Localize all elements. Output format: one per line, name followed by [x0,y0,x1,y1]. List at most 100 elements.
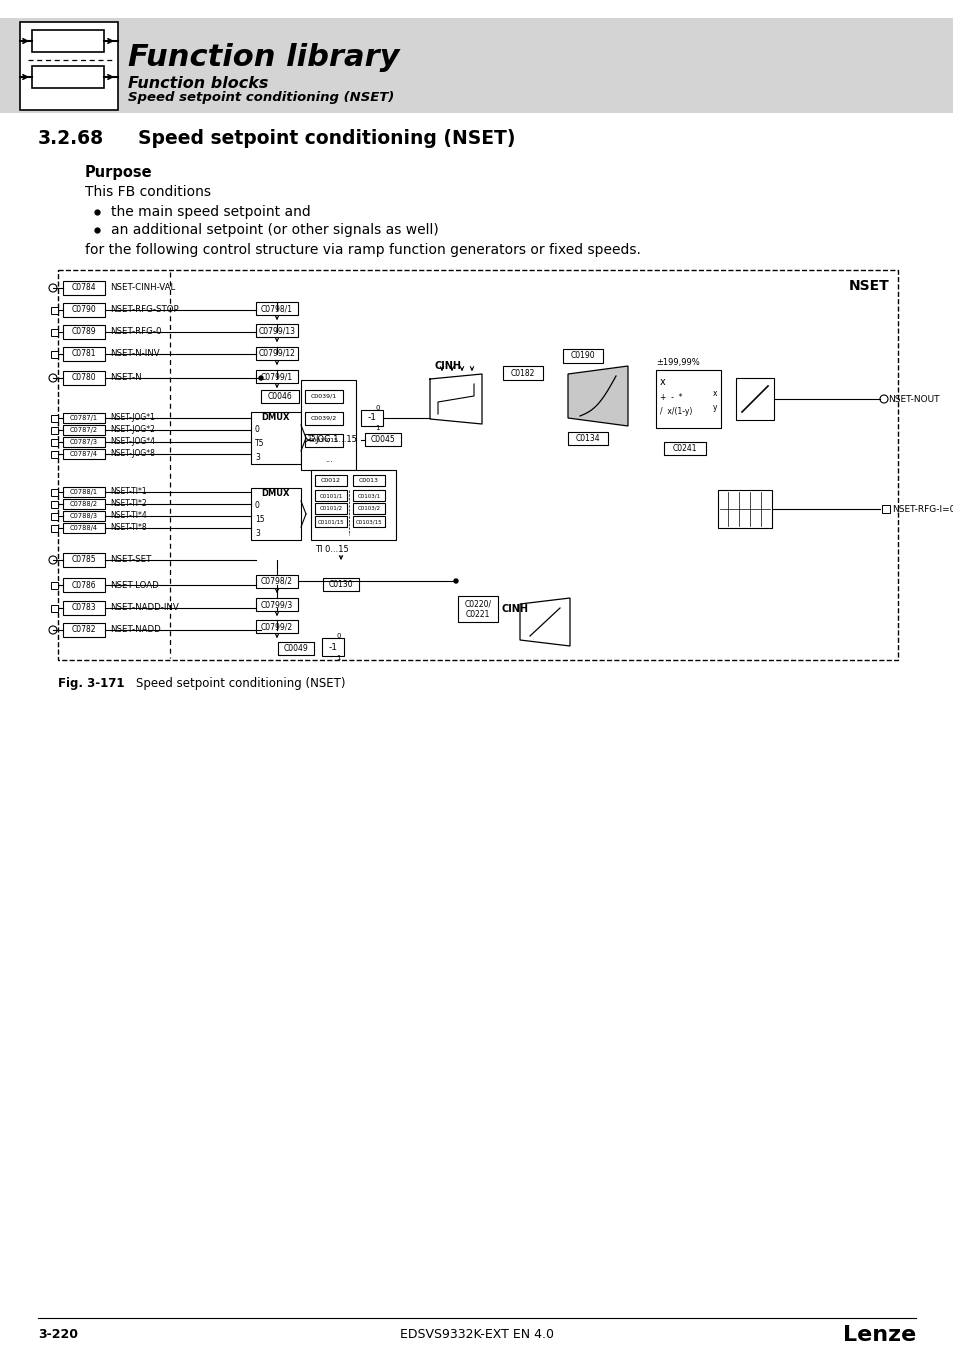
FancyBboxPatch shape [51,306,58,313]
Text: C0049: C0049 [283,644,308,653]
FancyBboxPatch shape [63,522,105,533]
Text: C0799/13: C0799/13 [258,325,295,335]
FancyBboxPatch shape [502,366,542,379]
Text: C0787/1: C0787/1 [70,414,98,421]
FancyBboxPatch shape [251,487,301,540]
FancyBboxPatch shape [562,350,602,363]
Text: C0182: C0182 [510,369,535,378]
FancyBboxPatch shape [63,487,105,497]
Text: +  -  *: + - * [659,393,681,402]
FancyBboxPatch shape [63,554,105,567]
FancyBboxPatch shape [255,347,297,360]
Polygon shape [567,366,627,427]
FancyBboxPatch shape [63,437,105,447]
FancyBboxPatch shape [63,281,105,296]
Text: NSET-CINH-VAL: NSET-CINH-VAL [110,284,175,293]
FancyBboxPatch shape [656,370,720,428]
Text: EDSVS9332K-EXT EN 4.0: EDSVS9332K-EXT EN 4.0 [399,1328,554,1342]
Text: NSET-TI*1: NSET-TI*1 [110,487,147,497]
Text: C0799/1: C0799/1 [261,373,293,381]
Text: NSET-NOUT: NSET-NOUT [887,394,939,404]
Text: 15: 15 [254,516,264,525]
Text: C0799/3: C0799/3 [260,599,293,609]
Text: x: x [712,390,717,398]
Text: C0103/2: C0103/2 [357,506,380,512]
Text: an additional setpoint (or other signals as well): an additional setpoint (or other signals… [111,223,438,238]
FancyBboxPatch shape [360,410,382,427]
Text: T5: T5 [254,440,264,448]
FancyBboxPatch shape [353,475,385,486]
Text: C0798/2: C0798/2 [261,576,293,586]
Text: C0039/2: C0039/2 [311,416,336,421]
FancyBboxPatch shape [63,413,105,423]
Text: ±199,99%: ±199,99% [656,358,699,366]
Text: 0: 0 [254,501,259,510]
Text: NSET-RFG-0: NSET-RFG-0 [110,328,161,336]
Text: 3: 3 [254,454,259,463]
Text: NSET-TI*4: NSET-TI*4 [110,512,147,521]
Text: 3-220: 3-220 [38,1328,78,1342]
FancyBboxPatch shape [63,425,105,435]
Text: C0101/1: C0101/1 [319,493,342,498]
Text: C0220/
C0221: C0220/ C0221 [464,599,491,618]
Text: C0787/3: C0787/3 [70,439,98,446]
FancyBboxPatch shape [51,414,58,421]
Circle shape [49,284,57,292]
FancyBboxPatch shape [718,490,771,528]
FancyBboxPatch shape [51,427,58,433]
Polygon shape [519,598,569,647]
FancyBboxPatch shape [255,324,297,338]
Text: C0012: C0012 [320,478,340,483]
Text: C0781: C0781 [71,350,96,359]
FancyBboxPatch shape [261,390,298,404]
Text: NSET-RFG-I=0: NSET-RFG-I=0 [891,505,953,513]
Text: 1: 1 [336,655,340,662]
Text: C0039/15: C0039/15 [309,437,338,443]
Text: C0103/15: C0103/15 [355,518,382,524]
FancyBboxPatch shape [365,433,400,446]
Text: C0788/4: C0788/4 [70,525,98,531]
FancyBboxPatch shape [51,582,58,589]
Text: NSET-SET: NSET-SET [110,555,152,564]
FancyBboxPatch shape [353,516,385,526]
Text: for the following control structure via ramp function generators or fixed speeds: for the following control structure via … [85,243,640,256]
Text: C0045: C0045 [370,435,395,444]
FancyBboxPatch shape [20,22,118,109]
Text: C0241: C0241 [672,444,697,454]
FancyBboxPatch shape [255,620,297,633]
Text: DMUX: DMUX [261,413,290,423]
FancyBboxPatch shape [255,575,297,589]
Text: Speed setpoint conditioning (NSET): Speed setpoint conditioning (NSET) [136,678,345,690]
Text: NSET-TI*2: NSET-TI*2 [110,500,147,509]
Text: C0134: C0134 [575,433,599,443]
Circle shape [49,556,57,564]
FancyBboxPatch shape [63,512,105,521]
Text: 1: 1 [375,425,379,431]
Text: CINH: CINH [501,603,529,614]
Text: C0101/15: C0101/15 [317,518,344,524]
FancyBboxPatch shape [58,270,897,660]
Text: JOG 1...15: JOG 1...15 [314,436,356,444]
Text: the main speed setpoint and: the main speed setpoint and [111,205,311,219]
Text: 3: 3 [254,529,259,539]
Text: C0789: C0789 [71,328,96,336]
FancyBboxPatch shape [63,325,105,339]
FancyBboxPatch shape [51,501,58,508]
Circle shape [49,626,57,634]
Text: Speed setpoint conditioning (NSET): Speed setpoint conditioning (NSET) [138,128,515,147]
Text: C0039/1: C0039/1 [311,394,336,400]
Circle shape [454,579,457,583]
Text: NSET-NADD: NSET-NADD [110,625,161,634]
FancyBboxPatch shape [882,505,889,513]
FancyBboxPatch shape [51,489,58,495]
FancyBboxPatch shape [457,595,497,622]
FancyBboxPatch shape [255,598,297,612]
Circle shape [258,377,263,379]
FancyBboxPatch shape [63,450,105,459]
FancyBboxPatch shape [314,490,347,501]
FancyBboxPatch shape [311,470,395,540]
FancyBboxPatch shape [323,578,358,591]
FancyBboxPatch shape [63,371,105,385]
FancyBboxPatch shape [63,302,105,317]
FancyBboxPatch shape [314,475,347,486]
